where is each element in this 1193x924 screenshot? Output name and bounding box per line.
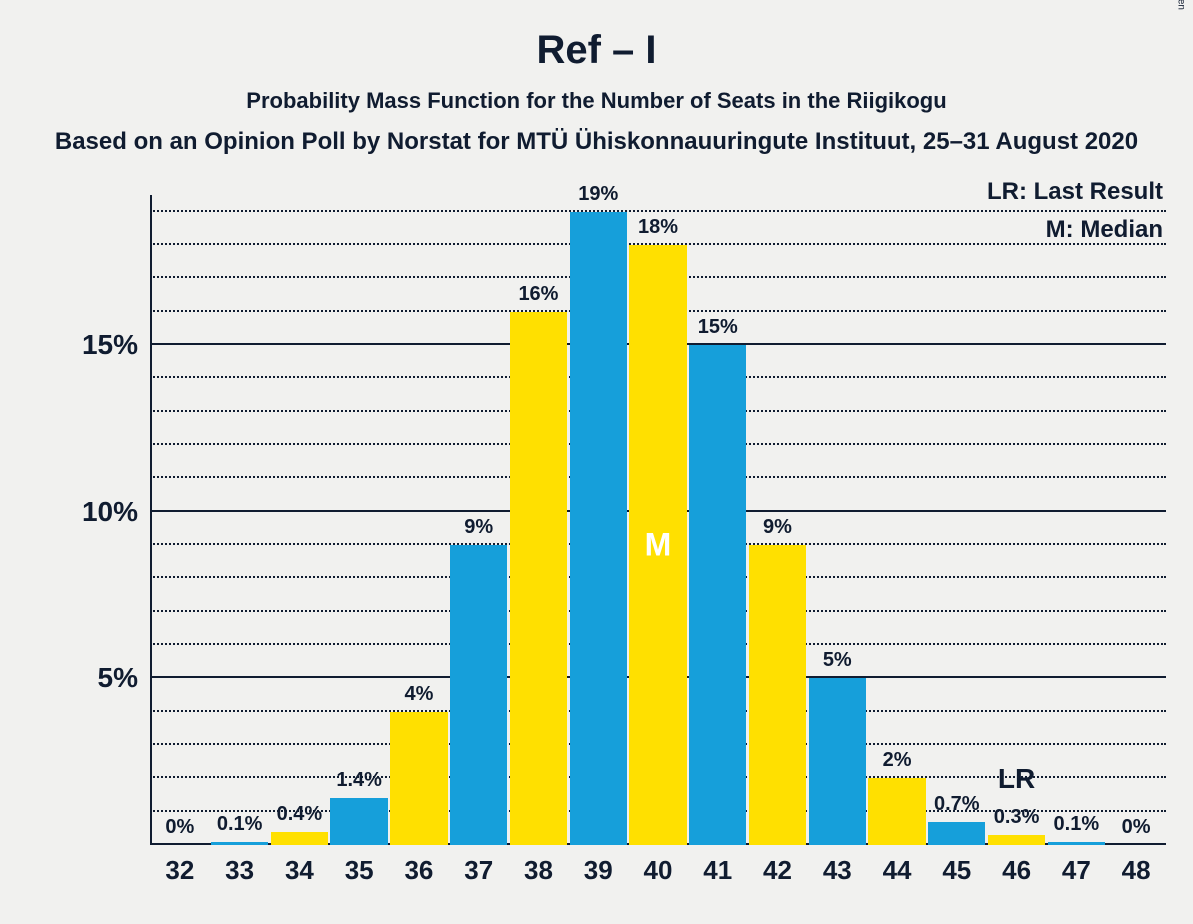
- x-tick-label: 44: [883, 855, 912, 886]
- x-tick-label: 46: [1002, 855, 1031, 886]
- bar-value-label: 4%: [404, 683, 433, 706]
- y-tick-label: 10%: [82, 496, 138, 528]
- bar-value-label: 0.7%: [934, 793, 980, 816]
- y-axis: [150, 195, 152, 845]
- bar-value-label: 15%: [698, 316, 738, 339]
- bar-value-label: 2%: [883, 749, 912, 772]
- bar: 4%: [390, 712, 447, 845]
- y-tick-label: 5%: [98, 662, 138, 694]
- bar: 2%: [868, 778, 925, 845]
- x-tick-label: 32: [165, 855, 194, 886]
- bar: 19%: [570, 212, 627, 845]
- median-marker: M: [645, 527, 672, 564]
- bar-value-label: 0.1%: [217, 813, 263, 836]
- bar-value-label: 0%: [165, 816, 194, 839]
- bar-value-label: 5%: [823, 649, 852, 672]
- x-tick-label: 39: [584, 855, 613, 886]
- x-tick-label: 41: [703, 855, 732, 886]
- x-tick-label: 40: [644, 855, 673, 886]
- bar: 9%: [749, 545, 806, 845]
- bar: 1.4%: [330, 798, 387, 845]
- bar-value-label: 1.4%: [336, 769, 382, 792]
- copyright-text: © 2020 Filip van Laenen: [1176, 0, 1187, 10]
- x-tick-label: 37: [464, 855, 493, 886]
- bar: 0.1%: [1048, 842, 1105, 845]
- x-tick-label: 43: [823, 855, 852, 886]
- bar: 18%M: [629, 245, 686, 845]
- bar-value-label: 0.4%: [277, 803, 323, 826]
- bar: 16%: [510, 312, 567, 845]
- bar-value-label: 9%: [763, 516, 792, 539]
- chart-subtitle-2: Based on an Opinion Poll by Norstat for …: [0, 128, 1193, 156]
- bar: 0.7%: [928, 822, 985, 845]
- chart-subtitle: Probability Mass Function for the Number…: [0, 88, 1193, 114]
- bar: 0.4%: [271, 832, 328, 845]
- bar: 5%: [809, 678, 866, 845]
- bar: 0.1%: [211, 842, 268, 845]
- bar: 9%: [450, 545, 507, 845]
- bar-value-label: 16%: [518, 283, 558, 306]
- x-tick-label: 36: [404, 855, 433, 886]
- x-tick-label: 42: [763, 855, 792, 886]
- bar: 0.3%LR: [988, 835, 1045, 845]
- x-tick-label: 38: [524, 855, 553, 886]
- x-tick-label: 34: [285, 855, 314, 886]
- x-tick-label: 47: [1062, 855, 1091, 886]
- bar-value-label: 0%: [1122, 816, 1151, 839]
- bar-value-label: 0.3%: [994, 806, 1040, 829]
- bar-value-label: 19%: [578, 183, 618, 206]
- y-tick-label: 15%: [82, 329, 138, 361]
- bar-value-label: 9%: [464, 516, 493, 539]
- x-tick-label: 48: [1122, 855, 1151, 886]
- bar-value-label: 18%: [638, 216, 678, 239]
- chart-title: Ref – I: [0, 28, 1193, 73]
- x-tick-label: 35: [345, 855, 374, 886]
- x-tick-label: 33: [225, 855, 254, 886]
- x-tick-label: 45: [942, 855, 971, 886]
- gridline-minor: [150, 210, 1166, 212]
- last-result-marker: LR: [998, 763, 1035, 795]
- bar-value-label: 0.1%: [1054, 813, 1100, 836]
- bar: 15%: [689, 345, 746, 845]
- chart-plot-area: 5%10%15%0%320.1%330.4%341.4%354%369%3716…: [150, 195, 1166, 845]
